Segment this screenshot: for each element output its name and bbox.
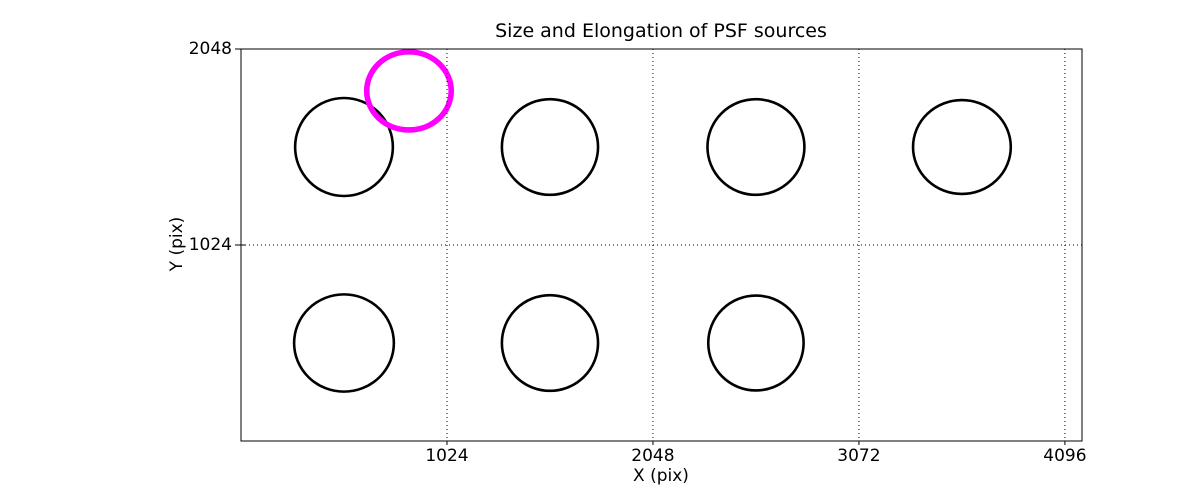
y-tick-label: 2048: [188, 39, 232, 59]
psf-source-ellipse: [911, 98, 1013, 196]
psf-source-ellipse: [500, 97, 600, 197]
psf-source-ellipse: [706, 97, 806, 197]
x-tick-label: 4096: [1043, 446, 1087, 466]
y-tick-label: 1024: [188, 235, 232, 255]
x-axis-label: X (pix): [633, 466, 689, 486]
psf-source-ellipse: [706, 294, 805, 392]
y-axis-label: Y (pix): [167, 216, 187, 272]
highlighted-elongated-ellipse: [363, 49, 454, 133]
psf-source-ellipse: [293, 96, 395, 198]
chart-title: Size and Elongation of PSF sources: [495, 20, 827, 42]
x-tick-label: 1024: [425, 446, 469, 466]
psf-source-ellipse: [500, 293, 600, 393]
x-tick-label: 2048: [631, 446, 675, 466]
x-tick-label: 3072: [837, 446, 881, 466]
psf-source-ellipse: [292, 293, 396, 393]
